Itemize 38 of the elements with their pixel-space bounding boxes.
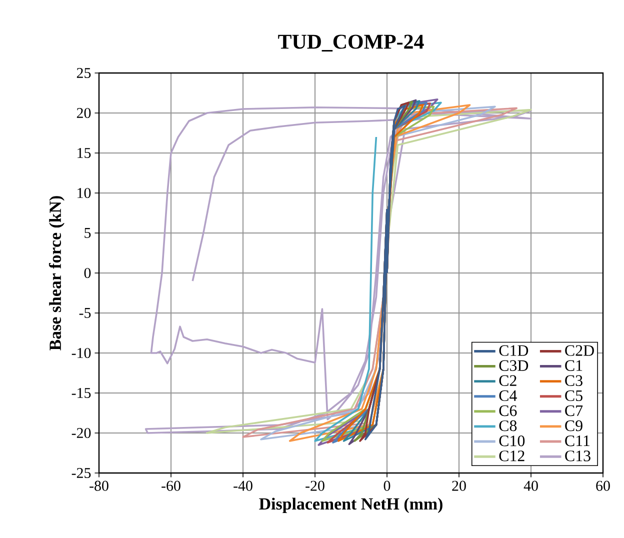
y-tick-label: -5 [79,308,91,318]
y-tick-label: 0 [84,268,91,278]
legend-label: C1D [499,345,528,356]
y-tick-label: -15 [72,388,91,398]
x-tick-label: -40 [234,480,252,491]
y-tick-label: -25 [72,468,91,478]
y-tick-label: 25 [76,68,91,78]
chart-title: TUD_COMP-24 [278,34,424,52]
legend-label: C2 [499,375,516,386]
y-tick-label: -20 [72,428,91,438]
legend-label: C5 [565,390,582,402]
y-tick-label: 5 [84,228,91,238]
x-tick-label: 0 [384,480,390,491]
y-tick-label: 10 [78,188,91,198]
x-axis-title: Displacement NetH (mm) [259,498,442,514]
legend-label: C8 [499,420,517,432]
x-tick-label: -60 [162,480,180,491]
legend-label: C10 [499,435,525,446]
legend-label: C6 [499,405,517,416]
legend-label: C7 [565,405,583,416]
legend-label: C12 [499,450,524,462]
legend-label: C13 [565,450,590,462]
y-tick-label: 15 [78,148,91,158]
legend-label: C4 [499,390,517,402]
legend-label: C3D [499,360,528,371]
x-tick-label: 20 [452,480,466,491]
y-tick-label: -10 [72,348,91,358]
y-tick-label: 20 [76,108,91,118]
x-tick-label: -20 [306,480,324,491]
legend-label: C3 [565,375,582,386]
x-tick-label: -80 [90,480,108,491]
x-tick-label: 60 [596,480,610,491]
legend-label: C9 [565,420,582,432]
x-tick-label: 40 [524,480,538,491]
legend-label: C2D [565,345,594,356]
legend-label: C11 [565,436,590,446]
y-axis-title: Base shear force (kN) [48,196,64,350]
legend-label: C1 [565,360,582,371]
